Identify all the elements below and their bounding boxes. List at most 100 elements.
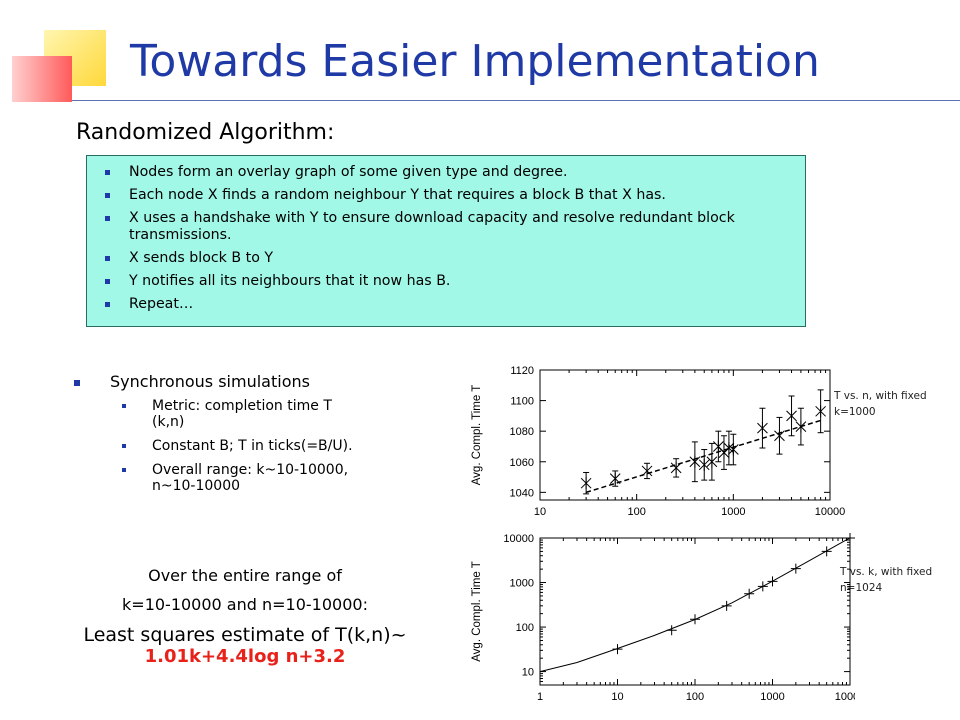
y-tick-label: 10 [522,667,534,679]
data-point [795,420,807,433]
data-point [744,588,755,599]
data-point [723,442,735,454]
data-point [721,600,732,611]
simulations-heading: Synchronous simulations [72,372,362,392]
data-point [698,458,710,471]
bullet-icon [105,279,110,284]
plot-frame [539,369,831,501]
x-tick-label: 100 [627,506,645,518]
x-tick-label: 10000 [815,506,846,518]
simulation-detail: Metric: completion time T (k,n) [72,398,362,430]
bullet-icon [122,404,126,408]
simulations-heading-text: Synchronous simulations [110,372,310,391]
data-point [727,443,739,456]
x-tick-label: 1000 [760,691,784,703]
x-tick-label: 10 [534,506,546,518]
summary-range-values: k=10-10000 and n=10-10000: [122,595,368,614]
algorithm-step: Each node X finds a random neighbour Y t… [105,187,795,204]
algorithm-steps-list: Nodes form an overlay graph of some give… [87,156,805,313]
y-tick-label: 1080 [510,426,534,438]
y-tick-label: 1040 [510,487,534,499]
bottom-chart-note-line: T vs. k, with fixed [840,566,933,578]
y-tick-label: 1000 [510,578,534,590]
data-point [609,472,621,485]
data-point [580,477,592,490]
y-axis-label: Avg. Compl. Time T [471,561,483,662]
simulations-list: Synchronous simulations Metric: completi… [72,372,362,494]
series-curve [539,537,851,673]
data-point [706,455,718,468]
bullet-icon [122,444,126,448]
y-axis-label: Avg. Compl. Time T [471,385,483,486]
time-vs-n-chart: 10 100 1000 10000 1040 1060 1080 1100 1120 Avg. C… [471,365,845,518]
fit-line [585,419,821,494]
algorithm-step-text: Each node X finds a random neighbour Y t… [129,187,666,203]
algorithm-step: X uses a handshake with Y to ensure down… [105,210,795,244]
data-point [690,614,700,625]
x-tick-label: 1 [537,691,543,703]
data-point [815,405,826,418]
result-summary: Over the entire range of k=10-10000 and … [60,566,430,668]
simulation-detail-text: Metric: completion time T (k,n) [152,398,332,430]
algorithm-step-text: Repeat… [129,296,194,312]
data-point [767,576,778,587]
x-tick-label: 10 [611,691,623,703]
top-chart-note: T vs. n, with fixed k=1000 [834,388,927,420]
data-point [612,644,623,655]
x-tick-label: 1000 [721,506,745,518]
data-point [666,625,677,636]
data-point [774,429,785,442]
simulations-section: Synchronous simulations Metric: completi… [72,372,362,502]
data-point [689,455,701,468]
data-point [790,563,801,574]
section-subtitle: Randomized Algorithm: [76,120,335,145]
bottom-chart-note-line: n=1024 [840,582,883,594]
top-chart-note-line: T vs. n, with fixed [834,390,927,402]
slide-title: Towards Easier Implementation [130,36,820,87]
bullet-icon [105,302,110,307]
bullet-icon [105,170,110,175]
algorithm-step-text: X uses a handshake with Y to ensure down… [129,210,735,243]
y-tick-label: 100 [516,622,534,634]
bottom-chart-note: T vs. k, with fixed n=1024 [840,564,932,596]
y-tick-label: 1100 [510,396,534,408]
deco-red-square [12,56,72,102]
data-point [757,422,768,435]
y-tick-label: 1120 [510,365,534,377]
top-chart-note-line: k=1000 [834,406,876,418]
bullet-icon [105,256,110,261]
bullet-icon [105,193,110,198]
data-point [641,464,653,477]
title-divider [72,100,960,101]
algorithm-step: Nodes form an overlay graph of some give… [105,164,795,181]
summary-range-intro: Over the entire range of [148,566,342,585]
bullet-icon [105,216,110,221]
data-point [670,461,682,474]
simulation-detail-text: Constant B; T in ticks(=B/U). [152,438,353,454]
bullet-icon [122,468,126,472]
algorithm-step-text: Nodes form an overlay graph of some give… [129,164,568,180]
algorithm-step: Repeat… [105,296,795,313]
y-tick-label: 10000 [503,533,534,545]
x-tick-label: 10000 [835,691,855,703]
algorithm-step-text: X sends block B to Y [129,250,274,266]
simulation-detail-text: Overall range: k~10-10000, n~10-10000 [152,462,349,494]
algorithm-steps-box: Nodes form an overlay graph of some give… [86,155,806,327]
summary-formula: 1.01k+4.4log n+3.2 [144,646,346,667]
bullet-icon [74,380,80,386]
simulation-detail: Overall range: k~10-10000, n~10-10000 [72,462,362,494]
y-tick-label: 1060 [510,457,534,469]
time-vs-k-chart: 11010010001000010100100010000Avg. Compl.… [471,533,855,703]
algorithm-step-text: Y notifies all its neighbours that it no… [129,273,451,289]
simulation-detail: Constant B; T in ticks(=B/U). [72,438,362,454]
algorithm-step: Y notifies all its neighbours that it no… [105,273,795,290]
algorithm-step: X sends block B to Y [105,250,795,267]
data-point [845,533,855,543]
x-tick-label: 100 [686,691,704,703]
summary-estimate-label: Least squares estimate of T(k,n)~ [83,624,407,646]
data-point [821,546,832,557]
data-point [786,409,797,422]
data-point [757,581,768,592]
plot-frame [539,537,851,686]
